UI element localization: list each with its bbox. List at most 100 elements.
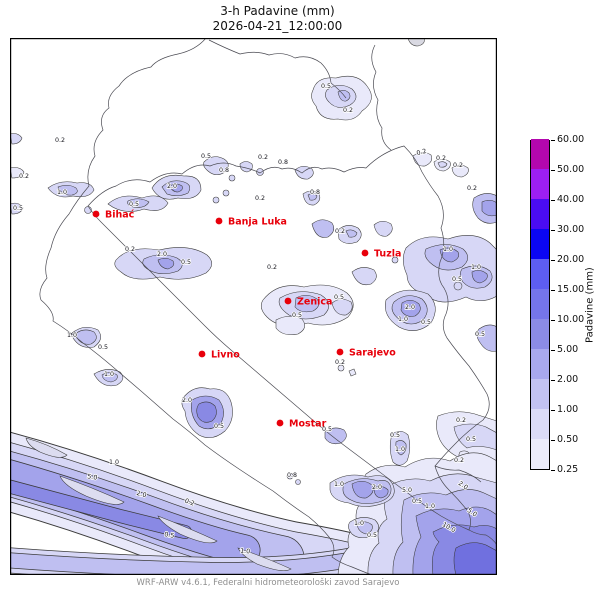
precip-band-adriatic-shape (10, 480, 192, 539)
precip-region-north-chain-shape (203, 156, 229, 176)
colorbar (530, 139, 550, 470)
contour-label: 0.5 (412, 498, 422, 505)
contour-label: 2.0 (182, 397, 192, 404)
contour-label: 1.0 (240, 548, 251, 556)
contour-label: 0.2 (184, 498, 196, 508)
adriatic-islands (25, 437, 292, 571)
colorbar-segment (531, 139, 549, 169)
precip-region-north-shape (407, 38, 425, 47)
colorbar-segment (531, 259, 549, 289)
city-label: Sarajevo (349, 348, 396, 359)
city-dot (336, 348, 344, 356)
colorbar-segment (531, 349, 549, 379)
colorbar-axis-label: Padavine (mm) (584, 267, 596, 343)
footer-credit: WRF-ARW v4.6.1, Federalni hidrometeorolo… (136, 578, 400, 588)
precip-region-tuzla-shape (391, 256, 399, 264)
title-line1: 3-h Padavine (mm) (220, 4, 335, 18)
contour-label: 2.0 (167, 183, 177, 190)
precip-region-northeast-shape (481, 199, 497, 217)
contour-label: 1.0 (57, 189, 67, 196)
contour-label: 1.0 (354, 520, 364, 527)
precip-region-north (311, 38, 425, 121)
precip-region-northeast (412, 151, 497, 224)
contour-label: 0.2 (453, 162, 463, 169)
colorbar-tick-label: 40.00 (557, 194, 585, 205)
precip-region-southeast-shape (453, 423, 497, 451)
contour-label: 5.0 (87, 473, 98, 482)
contour-label: 0.8 (219, 167, 229, 174)
contour-label: 0.2 (456, 417, 466, 424)
precip-region-northeast-shape (437, 161, 448, 168)
precip-region-southcentral-shape (351, 480, 374, 499)
contour-label: 1.0 (443, 246, 453, 253)
contour-label: 0.5 (466, 436, 476, 443)
contour-label: 1.0 (104, 371, 114, 378)
precip-region-southcentral (286, 427, 411, 539)
precip-region-northeast-shape (451, 164, 469, 178)
country-borders (39, 38, 497, 575)
precip-region-north-chain-shape (294, 165, 314, 180)
contour-label: 0.2 (335, 359, 345, 366)
colorbar-tick (551, 379, 555, 381)
precip-band-offshore (10, 544, 383, 575)
colorbar-tick-label: 1.00 (557, 404, 579, 415)
precip-region-southcentral-shape (295, 479, 301, 485)
precip-region-zenica-shape (275, 315, 305, 336)
colorbar-tick-label: 10.00 (557, 314, 585, 325)
border-southeast-a (468, 529, 497, 546)
precip-region-northwest-shape (57, 184, 78, 196)
precip-region-northwest-shape (169, 183, 183, 193)
precip-region-mideast-shape (400, 299, 421, 317)
precip-region-southeast-shape (453, 542, 497, 575)
contour-label: 0.5 (334, 294, 344, 301)
city-label: Zenica (297, 297, 332, 308)
precip-region-sarajevo-shape (348, 368, 357, 377)
precip-region-zenica-shape (294, 294, 320, 313)
contour-label: 2.0 (372, 484, 382, 491)
precipitation-map: 0.50.21.00.52.00.50.80.20.50.20.20.80.80… (10, 38, 497, 575)
precip-region-mideast-shape (453, 281, 463, 291)
map-area: 0.5 0.2 1.0 0.5 2.0 0.5 0.8 0.2 0.5 0.2 0.2 0.8 0.8 0… (10, 38, 497, 575)
contour-label: 0.5 (129, 201, 139, 208)
city-label: Tuzla (374, 249, 401, 260)
contour-label: 0.2 (19, 173, 29, 180)
colorbar-tick-label: 15.00 (557, 284, 585, 295)
contour-label: 2.0 (136, 490, 147, 499)
precip-region-northwest-shape (127, 198, 150, 208)
colorbar-tick-label: 0.25 (557, 464, 579, 475)
colorbar-segment (531, 409, 549, 439)
city-dot (284, 297, 292, 305)
colorbar-segment (531, 289, 549, 319)
precip-region-southcentral-shape (286, 472, 294, 480)
precip-region-west-shape (101, 372, 118, 383)
contour-label: 0.8 (310, 189, 320, 196)
border-northeast (371, 44, 392, 151)
contour-label: 0.5 (201, 153, 211, 160)
precip-region-mideast-shape (471, 270, 488, 284)
precip-region-tuzla-shape (351, 267, 377, 286)
city-dot (92, 210, 100, 218)
precip-region-north-chain-shape (307, 193, 318, 201)
city-label: Livno (211, 350, 240, 361)
contour-label: 1.0 (395, 446, 405, 453)
precip-region-southcentral-shape (373, 486, 389, 499)
precip-region-tuzla-shape (345, 229, 358, 238)
title-line2: 2026-04-21_12:00:00 (212, 19, 343, 33)
city-label: Mostar (289, 419, 327, 430)
adriatic-islands-shape (157, 515, 218, 544)
adriatic-islands-shape (59, 475, 125, 505)
contour-label: 0.5 (164, 531, 175, 540)
contour-label: 0.5 (292, 312, 302, 319)
contour-label: 0.2 (125, 246, 135, 253)
city-markers: Bihać Banja Luka Tuzla Zenica Livno Sarajevo M… (92, 210, 401, 430)
contour-label: 1.0 (425, 503, 435, 510)
colorbar-tick (551, 199, 555, 201)
precip-region-mideast-shape (439, 247, 460, 263)
contour-label: 0.5 (390, 432, 400, 439)
contour-label: 1.0 (109, 459, 119, 466)
border-coastline (40, 299, 373, 575)
colorbar-tick-label: 20.00 (557, 254, 585, 265)
precip-region-north-chain-shape (239, 161, 253, 173)
precip-region-west (70, 327, 124, 387)
contour-label: 0.5 (452, 276, 462, 283)
